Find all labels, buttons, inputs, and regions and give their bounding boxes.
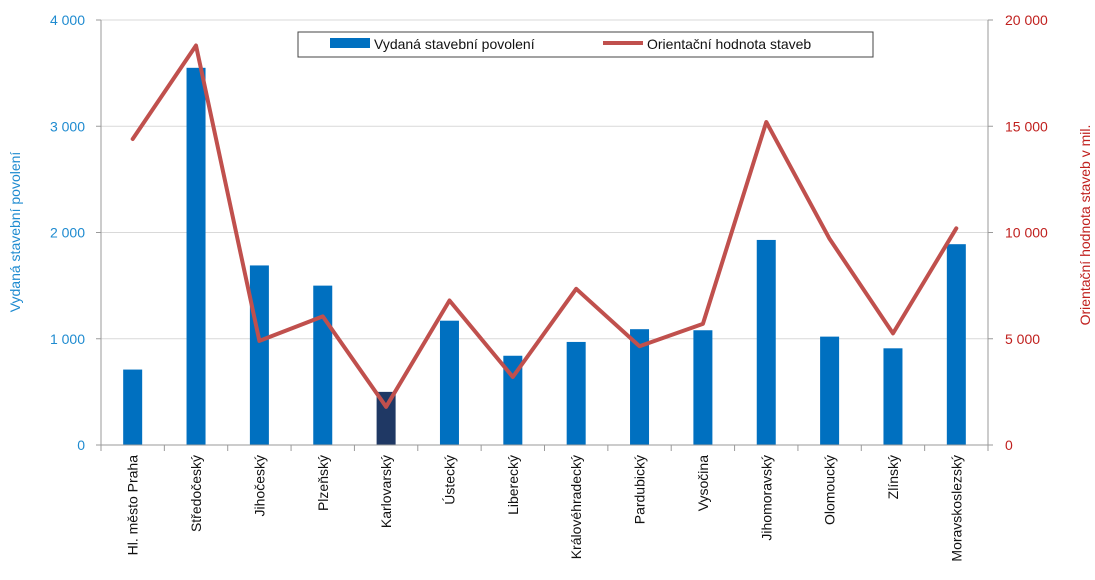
bar — [503, 355, 523, 445]
bar — [376, 391, 396, 445]
category-label: Plzeňský — [315, 455, 331, 511]
left-tick-label: 3 000 — [50, 118, 85, 134]
line-path — [130, 43, 959, 409]
category-label: Pardubický — [632, 455, 648, 524]
bar — [946, 244, 966, 445]
bar — [630, 329, 650, 445]
category-label: Vysočina — [695, 455, 711, 512]
category-label: Liberecký — [505, 455, 521, 515]
bar — [693, 330, 713, 445]
gridlines — [101, 19, 988, 340]
category-label: Středočeský — [188, 455, 204, 532]
left-tick-labels: 0 1 000 2 000 3 000 4 000 — [50, 12, 101, 453]
legend-box — [297, 31, 874, 58]
line-series — [130, 43, 959, 409]
bar — [249, 265, 269, 445]
category-label: Královéhradecký — [568, 455, 584, 559]
legend-label-line: Orientační hodnota staveb — [647, 36, 811, 52]
category-label: Ústecký — [441, 455, 457, 505]
legend-label-bars: Vydaná stavební povolení — [374, 36, 535, 52]
right-tick-label: 10 000 — [1005, 225, 1048, 241]
category-label: Jihočeský — [251, 455, 267, 516]
category-label: Jihomoravský — [758, 455, 774, 541]
left-tick-label: 4 000 — [50, 12, 85, 28]
right-tick-label: 0 — [1005, 437, 1013, 453]
bar — [313, 285, 333, 445]
bar — [820, 336, 840, 445]
legend-swatch-bars — [330, 38, 370, 48]
y-axis-title: Vydaná stavební povolení — [7, 152, 23, 313]
left-tick-label: 0 — [77, 437, 85, 453]
bar — [186, 67, 206, 445]
bar — [756, 239, 776, 445]
category-label: Olomoucký — [822, 455, 838, 525]
left-tick-label: 2 000 — [50, 225, 85, 241]
bar — [439, 320, 459, 445]
right-tick-labels: 0 5 000 10 000 15 000 20 000 — [988, 12, 1048, 453]
right-tick-label: 20 000 — [1005, 12, 1048, 28]
category-labels: Hl. město Praha Středočeský Jihočeský Plzeň… — [100, 445, 989, 562]
bar — [566, 341, 586, 445]
left-tick-label: 1 000 — [50, 331, 85, 347]
category-label: Karlovarský — [378, 455, 394, 528]
y2-axis-title: Orientační hodnota staveb v mil. — [1077, 125, 1093, 326]
right-tick-label: 5 000 — [1005, 331, 1040, 347]
category-label: Moravskoslezský — [948, 455, 964, 562]
legend: Vydaná stavební povolení Orientační hodn… — [297, 31, 874, 58]
bar-series — [123, 67, 966, 445]
category-label: Hl. město Praha — [125, 455, 141, 556]
bar — [123, 369, 143, 445]
category-label: Zlínský — [885, 455, 901, 499]
right-tick-label: 15 000 — [1005, 118, 1048, 134]
bar — [883, 348, 903, 445]
